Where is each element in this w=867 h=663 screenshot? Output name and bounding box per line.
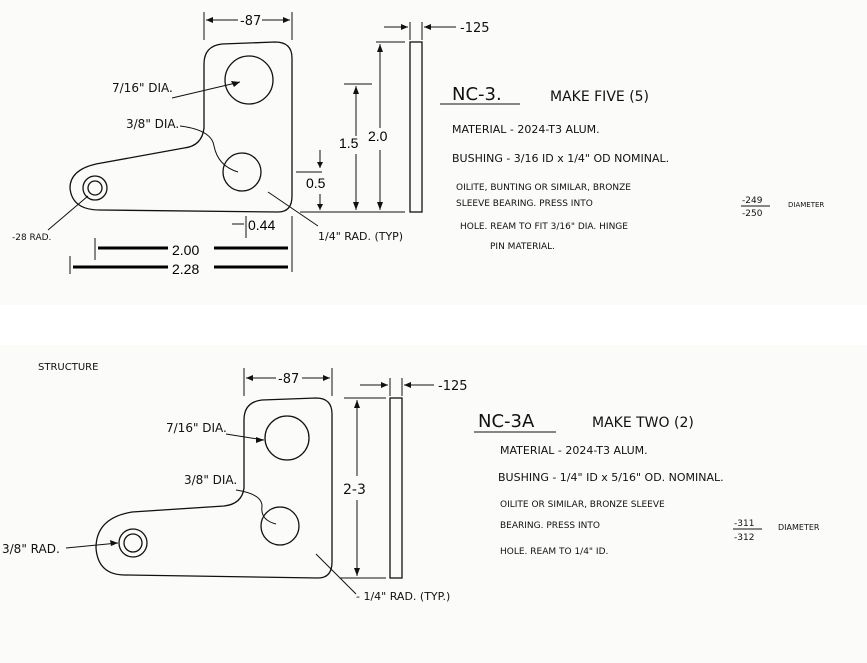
nc3a-thickness-dimension: [360, 378, 434, 396]
nc3-length-dimensions: [69, 216, 293, 274]
top-drawing-panel: [0, 0, 867, 305]
nc3-bushing: BUSHING - 3/16 ID x 1/4" OD NOMINAL.: [452, 152, 669, 165]
nc3-large-hole: [224, 55, 274, 105]
nc3a-side-view: [389, 397, 403, 579]
nc3a-height-label: 2-3: [343, 482, 366, 498]
nc3a-corner-radius-label: - 1/4" RAD. (TYP.): [356, 590, 450, 603]
nc3-corner-radius-label: 1/4" RAD. (TYP): [318, 230, 403, 243]
nc3-material: MATERIAL - 2024-T3 ALUM.: [452, 123, 600, 136]
nc3a-note-line-3: HOLE. REAM TO 1/4" ID.: [500, 547, 608, 557]
nc3-pivot-radius-label: -28 RAD.: [12, 233, 51, 243]
nc3-leaders: [47, 81, 319, 231]
nc3-top-width-dimension: [203, 12, 293, 40]
nc3-make-quantity: MAKE FIVE (5): [550, 89, 649, 105]
nc3-dim-0-5: 0.5: [306, 175, 326, 191]
nc3a-bushing: BUSHING - 1/4" ID x 5/16" OD. NOMINAL.: [498, 471, 724, 484]
nc3-small-hole-label: 3/8" DIA.: [126, 117, 179, 131]
nc3-dim-2-28: 2.28: [172, 261, 199, 277]
nc3-note-line-2: SLEEVE BEARING. PRESS INTO: [456, 199, 593, 209]
nc3-fraction-numerator: -249: [742, 196, 763, 206]
nc3a-make-quantity: MAKE TWO (2): [592, 415, 694, 431]
nc3a-thickness-label: -125: [438, 379, 468, 394]
nc3-dim-2-0: 2.0: [368, 128, 388, 144]
nc3a-top-width-dimension: [243, 368, 333, 396]
nc3a-note-line-2: BEARING. PRESS INTO: [500, 521, 600, 531]
nc3-note-line-1: OILITE, BUNTING OR SIMILAR, BRONZE: [456, 183, 631, 193]
nc3-large-hole-label: 7/16" DIA.: [112, 81, 173, 95]
nc3a-part-number: NC-3A: [478, 411, 535, 432]
nc3a-leaders: [65, 433, 357, 595]
bottom-drawing-panel: [0, 345, 867, 663]
nc3a-large-hole-label: 7/16" DIA.: [166, 421, 227, 435]
nc3-fraction-denominator: -250: [742, 209, 763, 219]
nc3-dim-0-44: 0.44: [248, 217, 275, 233]
nc3a-height-dimension: [340, 397, 386, 579]
nc3-note-line-3: HOLE. REAM TO FIT 3/16" DIA. HINGE: [460, 222, 628, 232]
nc3-bushing-outer: [82, 175, 108, 201]
nc3-note-line-4: PIN MATERIAL.: [490, 242, 555, 252]
nc3a-material: MATERIAL - 2024-T3 ALUM.: [500, 444, 648, 457]
nc3a-width-label: -87: [278, 372, 299, 387]
nc3a-bushing-inner: [123, 533, 143, 553]
nc3-dim-2-00: 2.00: [172, 242, 199, 258]
nc3a-fraction-denominator: -312: [734, 533, 754, 543]
nc3a-small-hole-label: 3/8" DIA.: [184, 473, 237, 487]
nc3a-header-fragment: STRUCTURE: [38, 362, 98, 373]
nc3a-small-hole: [260, 506, 300, 546]
nc3-width-label: -87: [240, 14, 261, 29]
nc3-dim-1-5: 1.5: [339, 135, 359, 151]
nc3-height-dimensions: [296, 41, 405, 213]
nc3-small-hole: [222, 152, 262, 192]
nc3a-note-line-1: OILITE OR SIMILAR, BRONZE SLEEVE: [500, 500, 665, 510]
nc3-thickness-dimension: [384, 22, 456, 40]
nc3a-large-hole: [264, 415, 310, 461]
nc3a-bushing-outer: [118, 528, 148, 558]
nc3a-note-diameter: DIAMETER: [778, 523, 820, 532]
nc3a-part-outline: [95, 397, 333, 579]
nc3-side-view: [409, 41, 423, 213]
nc3-thickness-label: -125: [460, 21, 490, 36]
nc3-part-number: NC-3.: [452, 84, 502, 105]
nc3a-pivot-radius-label: 3/8" RAD.: [2, 542, 60, 556]
nc3a-fraction-numerator: -311: [734, 519, 754, 529]
nc3-note-diameter: DIAMETER: [788, 201, 824, 209]
nc3-bushing-inner: [87, 180, 103, 196]
nc3-part-outline: [69, 41, 293, 213]
